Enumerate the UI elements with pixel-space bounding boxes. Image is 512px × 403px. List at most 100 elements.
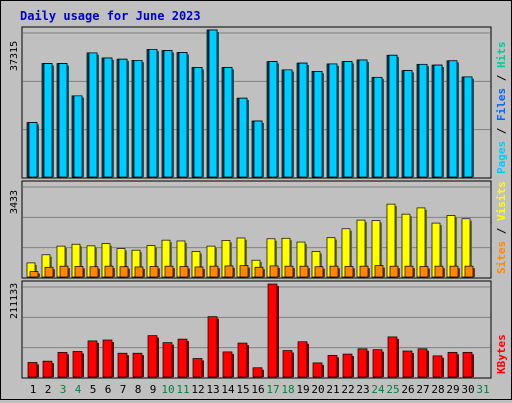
- pages-bar-day-21: [328, 63, 338, 178]
- x-tick-label-day-1: 1: [30, 383, 37, 396]
- sites-bar-day-6: [104, 265, 114, 278]
- x-tick-label-day-27: 27: [416, 383, 429, 396]
- x-tick-label-day-19: 19: [296, 383, 309, 396]
- kbytes-bar-day-17: [267, 283, 278, 378]
- legend-separator: /: [495, 121, 508, 141]
- pages-bar-day-19: [298, 62, 308, 178]
- pages-bar-day-9: [148, 49, 158, 178]
- sites-bar-day-9: [149, 266, 159, 278]
- x-tick-label-day-25: 25: [386, 383, 399, 396]
- pages-bar-day-15: [238, 97, 248, 178]
- pages-bar-day-5: [88, 52, 98, 178]
- legend-kbytes: KBytes: [495, 334, 508, 374]
- legend-pages: Pages: [495, 141, 508, 174]
- kbytes-bar-day-3: [57, 351, 68, 378]
- pages-bar-day-30: [463, 76, 473, 178]
- kbytes-bar-day-4: [72, 351, 83, 378]
- sites-bar-day-14: [224, 265, 234, 278]
- pages-bar-day-10: [163, 50, 173, 178]
- kbytes-bar-day-27: [417, 348, 428, 378]
- sites-bar-day-28: [434, 265, 444, 278]
- sites-bar-day-17: [269, 265, 279, 278]
- x-tick-label-day-10: 10: [161, 383, 174, 396]
- x-tick-label-day-31: 31: [476, 383, 489, 396]
- legend-separator: /: [495, 221, 508, 241]
- sites-bar-day-15: [239, 265, 249, 278]
- sites-bar-day-20: [314, 266, 324, 278]
- sites-bar-day-4: [74, 266, 84, 278]
- x-tick-label-day-22: 22: [341, 383, 354, 396]
- sites-bar-day-12: [194, 266, 204, 278]
- pages-bar-day-24: [373, 76, 383, 178]
- legend-hits: Hits: [495, 42, 508, 69]
- sites-bar-day-7: [119, 266, 129, 278]
- panel-top-max-label: 37315: [9, 41, 20, 71]
- x-tick-label-day-9: 9: [150, 383, 157, 396]
- kbytes-bar-day-7: [117, 352, 128, 378]
- sites-bar-day-29: [449, 265, 459, 278]
- sites-bar-day-23: [359, 265, 369, 278]
- pages-bar-day-22: [343, 61, 353, 178]
- x-tick-label-day-12: 12: [191, 383, 204, 396]
- kbytes-bar-day-13: [207, 316, 218, 378]
- x-tick-label-day-26: 26: [401, 383, 414, 396]
- sites-bar-day-27: [419, 266, 429, 278]
- pages-bar-day-20: [313, 71, 323, 178]
- pages-bar-day-14: [223, 67, 233, 178]
- kbytes-bar-day-16: [252, 367, 263, 378]
- x-tick-label-day-8: 8: [135, 383, 142, 396]
- pages-bar-day-27: [418, 63, 428, 178]
- x-tick-label-day-30: 30: [461, 383, 474, 396]
- kbytes-bar-day-8: [132, 352, 143, 378]
- kbytes-bar-day-19: [297, 341, 308, 378]
- kbytes-bar-day-1: [27, 362, 38, 378]
- panel-bottom-legend: KBytes: [495, 334, 508, 374]
- kbytes-bar-day-6: [102, 339, 113, 378]
- kbytes-bar-day-11: [177, 338, 188, 378]
- x-tick-label-day-21: 21: [326, 383, 339, 396]
- legend-files: Files: [495, 88, 508, 121]
- x-tick-label-day-14: 14: [221, 383, 235, 396]
- kbytes-bar-day-22: [342, 353, 353, 378]
- pages-bar-day-28: [433, 64, 443, 178]
- x-tick-label-day-17: 17: [266, 383, 279, 396]
- pages-bar-day-16: [253, 120, 263, 178]
- x-tick-label-day-5: 5: [90, 383, 97, 396]
- pages-bar-day-12: [193, 67, 203, 178]
- pages-bar-day-8: [133, 60, 143, 178]
- kbytes-bar-day-23: [357, 348, 368, 378]
- x-tick-label-day-18: 18: [281, 383, 294, 396]
- sites-bar-day-3: [59, 265, 69, 278]
- panel-middle-legend: Sites / Visits: [495, 181, 508, 274]
- x-tick-label-day-13: 13: [206, 383, 219, 396]
- panel-top-legend: Pages / Files / Hits: [495, 42, 508, 175]
- pages-bar-day-18: [283, 69, 293, 178]
- sites-bar-day-24: [374, 265, 384, 278]
- pages-bar-day-6: [103, 57, 113, 178]
- x-tick-label-day-3: 3: [60, 383, 67, 396]
- kbytes-bar-day-15: [237, 342, 248, 378]
- kbytes-bar-day-12: [192, 358, 203, 378]
- pages-bar-day-29: [448, 60, 458, 178]
- pages-bar-day-17: [268, 61, 278, 178]
- kbytes-bar-day-21: [327, 355, 338, 378]
- kbytes-bar-day-25: [387, 336, 398, 378]
- sites-bar-day-25: [389, 265, 399, 278]
- x-tick-label-day-6: 6: [105, 383, 112, 396]
- kbytes-bar-day-24: [372, 349, 383, 378]
- sites-bar-day-18: [284, 265, 294, 278]
- pages-bar-day-1: [28, 122, 38, 178]
- pages-bar-day-23: [358, 59, 368, 178]
- panel-bottom-max-label: 211133: [9, 283, 20, 319]
- sites-bar-day-5: [89, 266, 99, 278]
- x-tick-label-day-7: 7: [120, 383, 127, 396]
- pages-bar-day-13: [208, 29, 218, 178]
- x-tick-label-day-29: 29: [446, 383, 459, 396]
- kbytes-bar-day-10: [162, 342, 173, 378]
- x-tick-label-day-16: 16: [251, 383, 264, 396]
- x-tick-label-day-2: 2: [45, 383, 52, 396]
- x-tick-label-day-15: 15: [236, 383, 249, 396]
- sites-bar-day-8: [134, 266, 144, 278]
